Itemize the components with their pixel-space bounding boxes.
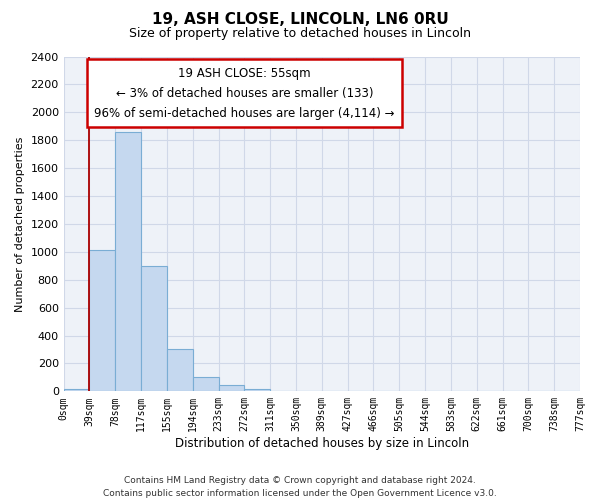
Bar xyxy=(193,378,218,392)
Bar xyxy=(167,350,193,392)
Text: 19 ASH CLOSE: 55sqm
← 3% of detached houses are smaller (133)
96% of semi-detach: 19 ASH CLOSE: 55sqm ← 3% of detached hou… xyxy=(94,66,395,120)
Text: Size of property relative to detached houses in Lincoln: Size of property relative to detached ho… xyxy=(129,28,471,40)
Bar xyxy=(64,388,89,392)
Bar xyxy=(89,250,115,392)
Bar xyxy=(244,388,270,392)
Y-axis label: Number of detached properties: Number of detached properties xyxy=(15,136,25,312)
X-axis label: Distribution of detached houses by size in Lincoln: Distribution of detached houses by size … xyxy=(175,437,469,450)
Text: Contains HM Land Registry data © Crown copyright and database right 2024.
Contai: Contains HM Land Registry data © Crown c… xyxy=(103,476,497,498)
Bar xyxy=(141,266,167,392)
Text: 19, ASH CLOSE, LINCOLN, LN6 0RU: 19, ASH CLOSE, LINCOLN, LN6 0RU xyxy=(152,12,448,28)
Bar xyxy=(218,385,244,392)
Bar xyxy=(115,132,141,392)
